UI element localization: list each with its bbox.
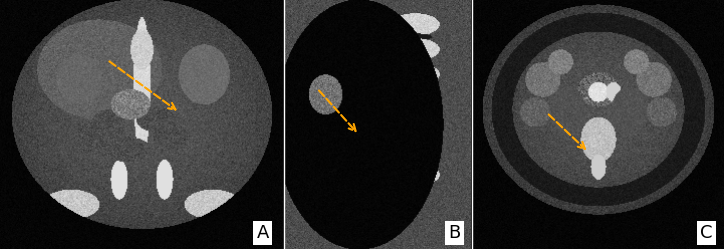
Text: B: B [449,224,460,242]
Text: A: A [256,224,269,242]
Text: C: C [700,224,713,242]
